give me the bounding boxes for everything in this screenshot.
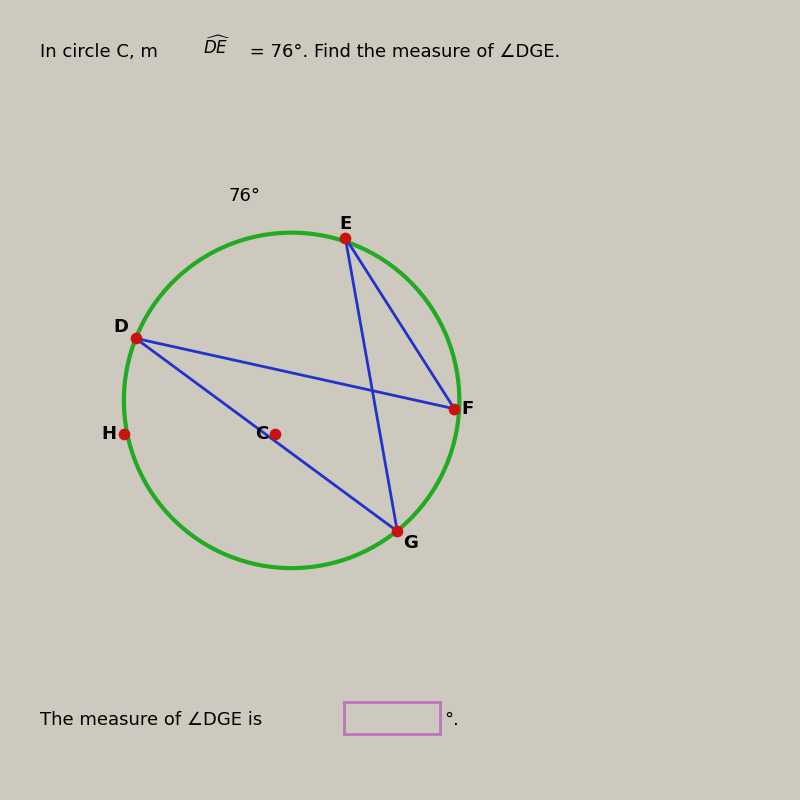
Text: $\widehat{DE}$: $\widehat{DE}$ — [203, 35, 231, 58]
Text: H: H — [102, 425, 116, 443]
Point — [130, 332, 142, 345]
Text: 76°: 76° — [229, 186, 261, 205]
Text: F: F — [462, 400, 474, 418]
Text: In circle C, m: In circle C, m — [40, 43, 158, 61]
Text: E: E — [339, 215, 351, 234]
Point — [269, 427, 282, 440]
Point — [339, 231, 352, 244]
Point — [118, 427, 130, 440]
Text: = 76°. Find the measure of ∠DGE.: = 76°. Find the measure of ∠DGE. — [244, 43, 560, 61]
Text: °.: °. — [444, 711, 459, 729]
Point — [448, 402, 461, 415]
Text: D: D — [113, 318, 128, 335]
Text: C: C — [254, 425, 268, 443]
Point — [391, 525, 404, 538]
Text: The measure of ∠DGE is: The measure of ∠DGE is — [40, 711, 262, 729]
Text: G: G — [403, 534, 418, 552]
